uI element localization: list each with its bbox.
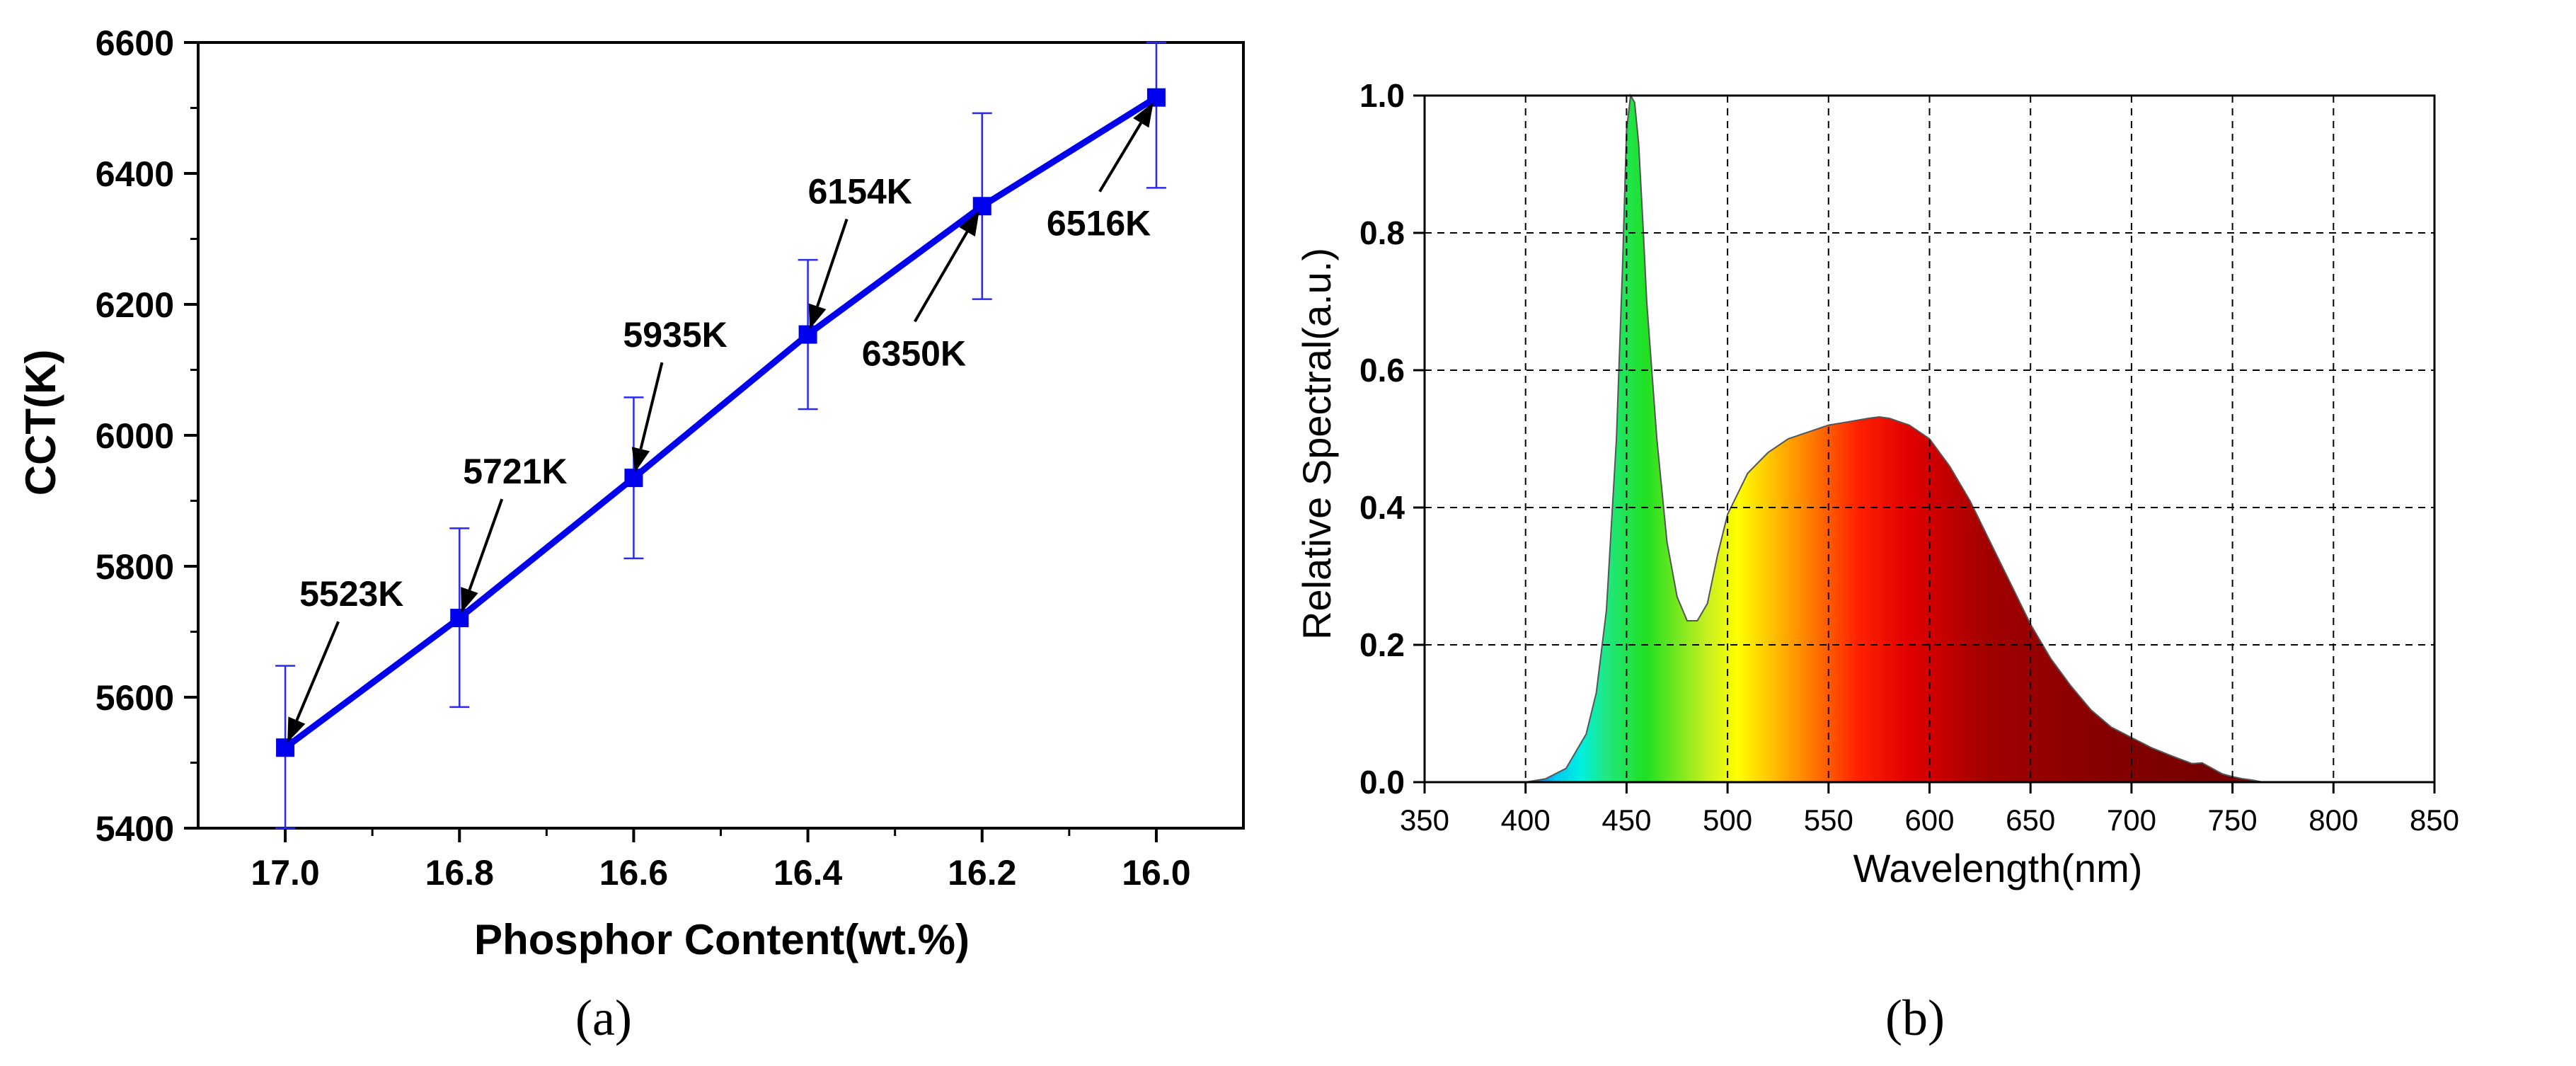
- y-tick-label: 0.4: [1359, 489, 1405, 526]
- annotation-label: 6154K: [808, 172, 912, 212]
- cct-series-line: [283, 94, 1158, 750]
- panel-a-plot-frame: [197, 41, 1245, 830]
- panel-b-ticks: 350 400 450 500 550 600 650 700 750 800 850 0.0 0.2 0…: [1359, 77, 2459, 837]
- panel-b-y-axis-label: Relative Spectral(a.u.): [1294, 248, 1339, 640]
- y-tick-label: 0.8: [1359, 214, 1405, 251]
- annotation-arrow-head: [1133, 102, 1154, 128]
- panel-a-error-bars: [275, 41, 1166, 830]
- annotation-arrow-head: [808, 303, 827, 329]
- x-tick-label: 16.8: [425, 853, 494, 893]
- annotation-arrow-shaft: [914, 231, 969, 323]
- annotation-label: 5935K: [623, 315, 727, 355]
- annotation-label: 6350K: [862, 333, 966, 373]
- panel-a-ticks: 17.0 16.8 16.6 16.4 16.2 16.0 5400 5600 5800 6000…: [96, 23, 1191, 893]
- annotation-arrow-shaft: [639, 362, 664, 449]
- panel-b-spectrum-chart: 350 400 450 500 550 600 650 700 750 800 850 0.0 0.2 0…: [1294, 77, 2459, 1046]
- x-tick-label: 700: [2107, 803, 2156, 837]
- data-point: [276, 738, 295, 757]
- annotation-arrow-shaft: [468, 498, 504, 591]
- y-tick-label: 5800: [96, 547, 174, 587]
- annotation-label: 6516K: [1047, 204, 1151, 243]
- x-tick-label: 800: [2308, 803, 2358, 837]
- y-tick-label: 6000: [96, 416, 174, 456]
- y-tick-label: 0.0: [1359, 764, 1405, 801]
- data-point: [1146, 88, 1166, 107]
- y-tick-label: 1.0: [1359, 77, 1405, 114]
- panel-a-y-axis-label: CCT(K): [17, 350, 64, 496]
- x-tick-label: 450: [1602, 803, 1651, 837]
- annotation-arrow-head: [461, 587, 478, 613]
- y-tick-label: 5600: [96, 678, 174, 718]
- x-tick-label: 650: [2006, 803, 2055, 837]
- x-tick-label: 17.0: [251, 853, 319, 893]
- data-point: [798, 325, 817, 344]
- annotation-arrow-head: [631, 447, 650, 473]
- data-point: [972, 197, 991, 216]
- data-point: [450, 609, 469, 628]
- panel-a-annotation-arrows: [287, 102, 1154, 743]
- x-tick-label: 350: [1400, 803, 1449, 837]
- x-tick-label: 750: [2208, 803, 2258, 837]
- annotation-label: 5721K: [463, 452, 567, 491]
- panel-a-x-axis-label: Phosphor Content(wt.%): [474, 916, 970, 963]
- y-tick-label: 6200: [96, 285, 174, 325]
- x-tick-label: 850: [2410, 803, 2459, 837]
- panel-a-cct-chart: 17.0 16.8 16.6 16.4 16.2 16.0 5400 5600 5800 6000…: [17, 23, 1245, 1046]
- y-tick-label: 6400: [96, 154, 174, 194]
- annotation-label: 5523K: [299, 574, 403, 614]
- x-tick-label: 400: [1501, 803, 1551, 837]
- y-tick-label: 6600: [96, 23, 174, 63]
- annotation-arrow-head: [287, 716, 306, 743]
- spectrum-area: [1525, 93, 2263, 783]
- panel-a-annotations: 5523K 5721K 5935K 6154K 6350K 6516K: [299, 172, 1151, 614]
- x-tick-label: 600: [1904, 803, 1954, 837]
- y-tick-label: 0.2: [1359, 626, 1405, 663]
- panel-a-label: (a): [575, 990, 632, 1046]
- panel-b-gridlines: [1425, 96, 2434, 782]
- data-point: [624, 469, 643, 488]
- cct-data-points: [276, 88, 1166, 757]
- annotation-arrow-shaft: [1098, 122, 1142, 193]
- x-tick-label: 550: [1804, 803, 1853, 837]
- y-tick-label: 0.6: [1359, 352, 1405, 389]
- annotation-arrow-shaft: [816, 218, 849, 307]
- annotation-arrow-head: [959, 211, 979, 237]
- panel-b-label: (b): [1885, 990, 1945, 1046]
- x-tick-label: 500: [1703, 803, 1752, 837]
- x-tick-label: 16.0: [1122, 853, 1190, 893]
- annotation-arrow-shaft: [295, 621, 340, 721]
- x-tick-label: 16.6: [599, 853, 668, 893]
- panel-b-x-axis-label: Wavelength(nm): [1853, 846, 2143, 890]
- y-tick-label: 5400: [96, 809, 174, 849]
- x-tick-label: 16.2: [948, 853, 1016, 893]
- x-tick-label: 16.4: [774, 853, 843, 893]
